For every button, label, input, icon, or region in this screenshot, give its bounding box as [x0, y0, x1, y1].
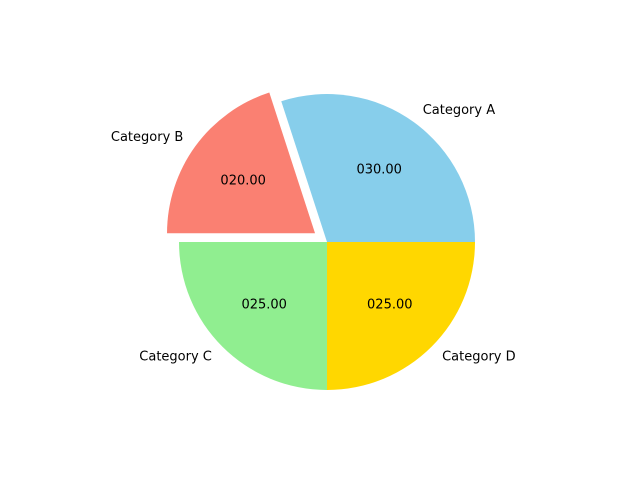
pie-slice-category-a: [281, 94, 475, 243]
pie-slice-category-d: [327, 242, 475, 390]
value-label-category-b: 020.00: [220, 174, 266, 189]
value-label-category-c: 025.00: [241, 297, 287, 312]
category-label-category-a: Category A: [423, 103, 496, 118]
pie-labels: 030.00 Category A 020.00 Category B 025.00 Ca…: [111, 103, 516, 365]
value-label-category-a: 030.00: [356, 163, 402, 178]
pie-slices: [167, 92, 475, 390]
category-label-category-c: Category C: [139, 350, 212, 365]
category-label-category-b: Category B: [111, 130, 183, 145]
category-label-category-d: Category D: [442, 350, 516, 365]
pie-slice-category-c: [179, 242, 327, 390]
pie-slice-category-b: [167, 92, 316, 234]
value-label-category-d: 025.00: [367, 297, 413, 312]
